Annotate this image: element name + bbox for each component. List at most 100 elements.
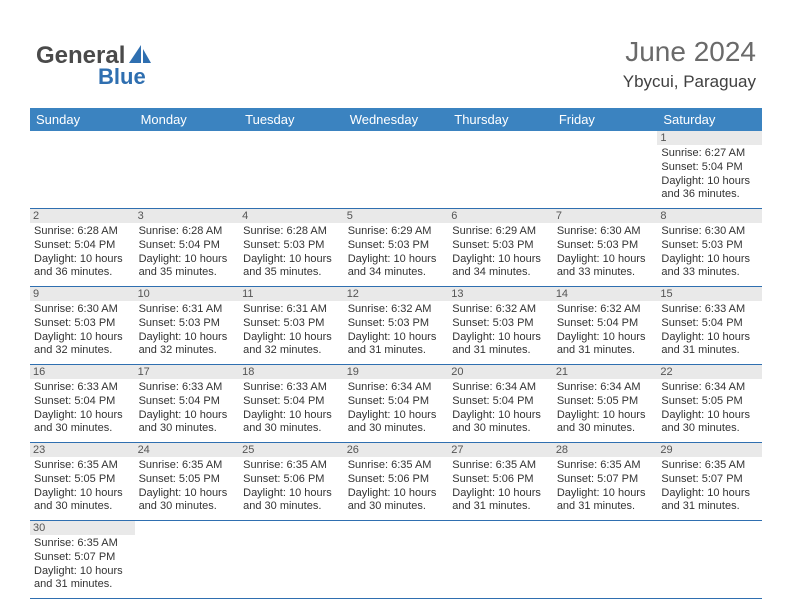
daylight1-text: Daylight: 10 hours — [557, 253, 654, 267]
sunrise-text: Sunrise: 6:28 AM — [243, 225, 340, 239]
sunset-text: Sunset: 5:07 PM — [661, 473, 758, 487]
daylight1-text: Daylight: 10 hours — [452, 331, 549, 345]
sunrise-text: Sunrise: 6:35 AM — [243, 459, 340, 473]
daylight2-text: and 33 minutes. — [661, 266, 758, 280]
sunrise-text: Sunrise: 6:31 AM — [139, 303, 236, 317]
daylight2-text: and 30 minutes. — [34, 500, 131, 514]
calendar-week-row: 9Sunrise: 6:30 AMSunset: 5:03 PMDaylight… — [30, 287, 762, 365]
calendar-day-cell: 22Sunrise: 6:34 AMSunset: 5:05 PMDayligh… — [657, 365, 762, 443]
sunrise-text: Sunrise: 6:35 AM — [452, 459, 549, 473]
calendar-day-cell: 7Sunrise: 6:30 AMSunset: 5:03 PMDaylight… — [553, 209, 658, 287]
daylight2-text: and 36 minutes. — [34, 266, 131, 280]
daylight2-text: and 35 minutes. — [243, 266, 340, 280]
day-number: 24 — [135, 443, 240, 457]
daylight1-text: Daylight: 10 hours — [661, 253, 758, 267]
calendar-day-cell: 9Sunrise: 6:30 AMSunset: 5:03 PMDaylight… — [30, 287, 135, 365]
day-number: 21 — [553, 365, 658, 379]
calendar-day-cell: 19Sunrise: 6:34 AMSunset: 5:04 PMDayligh… — [344, 365, 449, 443]
daylight2-text: and 30 minutes. — [34, 422, 131, 436]
sunrise-text: Sunrise: 6:35 AM — [34, 537, 131, 551]
weekday-header: Monday — [135, 108, 240, 131]
calendar-day-cell: 1Sunrise: 6:27 AMSunset: 5:04 PMDaylight… — [657, 131, 762, 209]
calendar-empty-cell — [30, 131, 135, 209]
sunset-text: Sunset: 5:03 PM — [243, 239, 340, 253]
daylight2-text: and 30 minutes. — [139, 500, 236, 514]
calendar-day-cell: 24Sunrise: 6:35 AMSunset: 5:05 PMDayligh… — [135, 443, 240, 521]
calendar-empty-cell — [135, 521, 240, 599]
daylight2-text: and 34 minutes. — [452, 266, 549, 280]
header-block: June 2024 Ybycui, Paraguay — [623, 36, 756, 92]
calendar-day-cell: 21Sunrise: 6:34 AMSunset: 5:05 PMDayligh… — [553, 365, 658, 443]
calendar-header-row: SundayMondayTuesdayWednesdayThursdayFrid… — [30, 108, 762, 131]
day-number: 5 — [344, 209, 449, 223]
day-number: 28 — [553, 443, 658, 457]
daylight1-text: Daylight: 10 hours — [661, 331, 758, 345]
sunrise-text: Sunrise: 6:35 AM — [348, 459, 445, 473]
weekday-header: Sunday — [30, 108, 135, 131]
daylight1-text: Daylight: 10 hours — [139, 409, 236, 423]
daylight1-text: Daylight: 10 hours — [34, 409, 131, 423]
sunset-text: Sunset: 5:05 PM — [34, 473, 131, 487]
sunset-text: Sunset: 5:06 PM — [348, 473, 445, 487]
daylight2-text: and 30 minutes. — [452, 422, 549, 436]
sunrise-text: Sunrise: 6:33 AM — [139, 381, 236, 395]
daylight1-text: Daylight: 10 hours — [243, 253, 340, 267]
sunrise-text: Sunrise: 6:34 AM — [452, 381, 549, 395]
sunset-text: Sunset: 5:04 PM — [348, 395, 445, 409]
calendar-day-cell: 23Sunrise: 6:35 AMSunset: 5:05 PMDayligh… — [30, 443, 135, 521]
calendar-day-cell: 29Sunrise: 6:35 AMSunset: 5:07 PMDayligh… — [657, 443, 762, 521]
day-number: 19 — [344, 365, 449, 379]
day-number: 29 — [657, 443, 762, 457]
sunrise-text: Sunrise: 6:32 AM — [452, 303, 549, 317]
daylight1-text: Daylight: 10 hours — [139, 253, 236, 267]
daylight1-text: Daylight: 10 hours — [661, 409, 758, 423]
daylight2-text: and 30 minutes. — [557, 422, 654, 436]
calendar-week-row: 1Sunrise: 6:27 AMSunset: 5:04 PMDaylight… — [30, 131, 762, 209]
daylight2-text: and 35 minutes. — [139, 266, 236, 280]
calendar-day-cell: 12Sunrise: 6:32 AMSunset: 5:03 PMDayligh… — [344, 287, 449, 365]
weekday-header: Tuesday — [239, 108, 344, 131]
sunset-text: Sunset: 5:04 PM — [557, 317, 654, 331]
sunrise-text: Sunrise: 6:32 AM — [348, 303, 445, 317]
day-number: 30 — [30, 521, 135, 535]
sunset-text: Sunset: 5:07 PM — [557, 473, 654, 487]
calendar-week-row: 23Sunrise: 6:35 AMSunset: 5:05 PMDayligh… — [30, 443, 762, 521]
daylight2-text: and 31 minutes. — [452, 500, 549, 514]
sunset-text: Sunset: 5:03 PM — [348, 317, 445, 331]
sunrise-text: Sunrise: 6:35 AM — [139, 459, 236, 473]
day-number: 6 — [448, 209, 553, 223]
calendar-day-cell: 14Sunrise: 6:32 AMSunset: 5:04 PMDayligh… — [553, 287, 658, 365]
weekday-header: Saturday — [657, 108, 762, 131]
sunset-text: Sunset: 5:05 PM — [557, 395, 654, 409]
daylight2-text: and 33 minutes. — [557, 266, 654, 280]
calendar-week-row: 30Sunrise: 6:35 AMSunset: 5:07 PMDayligh… — [30, 521, 762, 599]
calendar-empty-cell — [448, 521, 553, 599]
daylight2-text: and 32 minutes. — [139, 344, 236, 358]
daylight1-text: Daylight: 10 hours — [661, 175, 758, 189]
sunset-text: Sunset: 5:05 PM — [661, 395, 758, 409]
calendar-week-row: 2Sunrise: 6:28 AMSunset: 5:04 PMDaylight… — [30, 209, 762, 287]
sunset-text: Sunset: 5:04 PM — [34, 239, 131, 253]
daylight2-text: and 30 minutes. — [348, 422, 445, 436]
sunrise-text: Sunrise: 6:32 AM — [557, 303, 654, 317]
daylight1-text: Daylight: 10 hours — [557, 487, 654, 501]
calendar-empty-cell — [448, 131, 553, 209]
calendar-day-cell: 16Sunrise: 6:33 AMSunset: 5:04 PMDayligh… — [30, 365, 135, 443]
sunrise-text: Sunrise: 6:34 AM — [348, 381, 445, 395]
sunset-text: Sunset: 5:04 PM — [34, 395, 131, 409]
sunrise-text: Sunrise: 6:31 AM — [243, 303, 340, 317]
sunrise-text: Sunrise: 6:30 AM — [661, 225, 758, 239]
weekday-header: Friday — [553, 108, 658, 131]
calendar-day-cell: 4Sunrise: 6:28 AMSunset: 5:03 PMDaylight… — [239, 209, 344, 287]
calendar-day-cell: 20Sunrise: 6:34 AMSunset: 5:04 PMDayligh… — [448, 365, 553, 443]
daylight1-text: Daylight: 10 hours — [348, 253, 445, 267]
sunrise-text: Sunrise: 6:29 AM — [348, 225, 445, 239]
sunrise-text: Sunrise: 6:33 AM — [243, 381, 340, 395]
day-number: 7 — [553, 209, 658, 223]
calendar-day-cell: 5Sunrise: 6:29 AMSunset: 5:03 PMDaylight… — [344, 209, 449, 287]
sunset-text: Sunset: 5:04 PM — [243, 395, 340, 409]
sunrise-text: Sunrise: 6:28 AM — [34, 225, 131, 239]
day-number: 13 — [448, 287, 553, 301]
sunrise-text: Sunrise: 6:34 AM — [557, 381, 654, 395]
calendar-empty-cell — [344, 131, 449, 209]
